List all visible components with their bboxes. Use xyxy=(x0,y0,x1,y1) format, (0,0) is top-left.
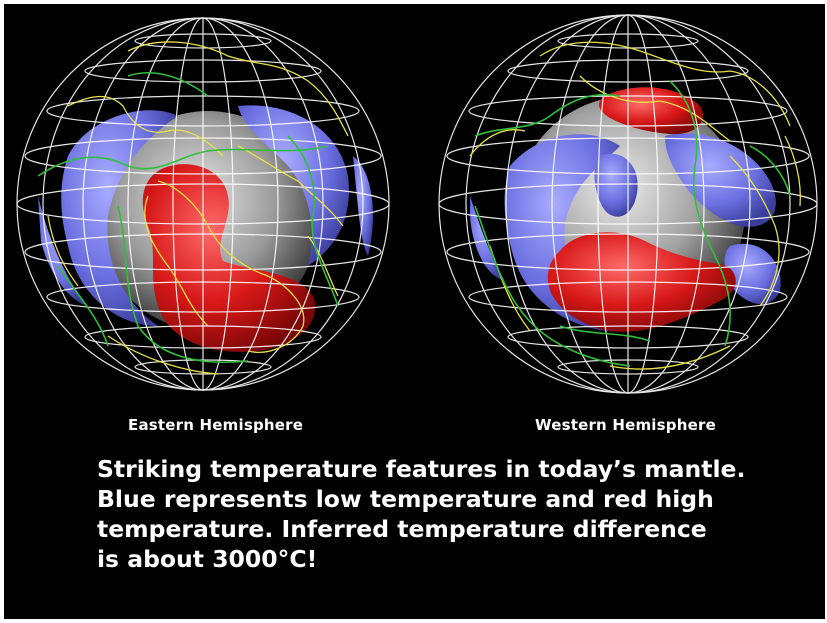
low-temperature-structure xyxy=(61,110,178,326)
western-hemisphere-caption: Western Hemisphere xyxy=(535,416,716,434)
plate-boundaries xyxy=(474,80,791,367)
western-hemisphere-globe xyxy=(438,14,818,394)
eastern-hemisphere-globe xyxy=(16,17,390,391)
low-temperature-structure xyxy=(665,133,776,227)
slide: Eastern Hemisphere Western Hemisphere St… xyxy=(4,4,825,619)
description-line: Striking temperature features in today’s… xyxy=(97,455,746,483)
low-temperature-structure xyxy=(238,105,349,267)
high-temperature-structure xyxy=(598,87,704,135)
coastlines xyxy=(469,41,801,370)
low-temperature-structure xyxy=(470,196,505,281)
low-temperature-structure xyxy=(594,153,638,217)
description-line: temperature. Inferred temperature differ… xyxy=(97,515,707,543)
high-temperature-structure xyxy=(142,164,316,352)
coastlines xyxy=(47,41,349,375)
description-text: Striking temperature features in today’s… xyxy=(97,454,817,574)
eastern-hemisphere-caption: Eastern Hemisphere xyxy=(128,416,304,434)
plate-boundaries xyxy=(37,72,339,364)
latitude-longitude-grid xyxy=(16,17,390,391)
description-line: Blue represents low temperature and red … xyxy=(97,485,714,513)
description-line: is about 3000°C! xyxy=(97,545,318,573)
low-temperature-structure xyxy=(504,134,630,332)
latitude-longitude-grid xyxy=(438,14,818,394)
